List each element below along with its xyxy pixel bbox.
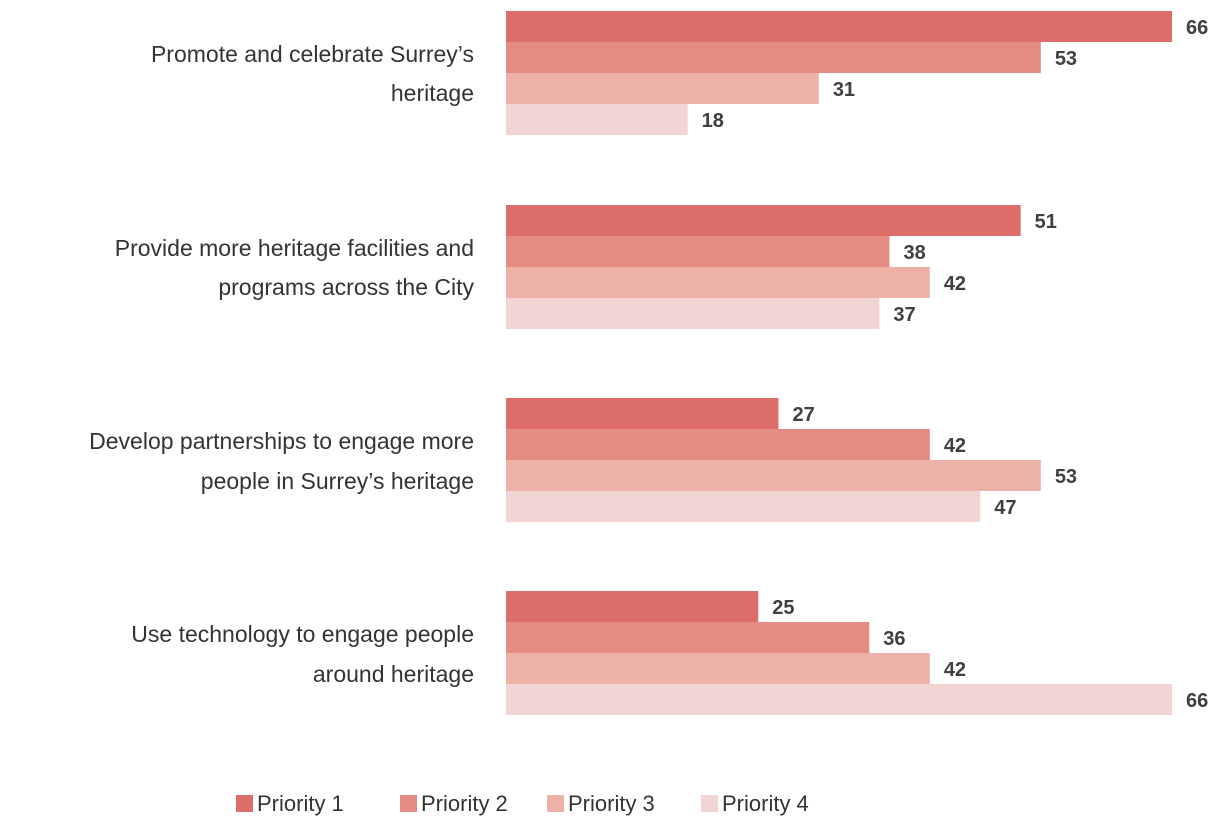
legend-swatch [236, 795, 253, 812]
data-label: 31 [833, 79, 855, 101]
bar [506, 591, 759, 622]
bar [506, 622, 870, 653]
bars [506, 11, 1172, 715]
legend-swatch [701, 795, 718, 812]
bar [506, 653, 930, 684]
category-labels: Promote and celebrate Surrey’s heritage Pr… [89, 41, 474, 687]
category-label: Use technology to engage people [131, 621, 474, 647]
data-label: 42 [944, 273, 966, 295]
bar [506, 460, 1041, 491]
data-label: 42 [944, 659, 966, 681]
category-label: heritage [391, 80, 474, 106]
bar [506, 429, 930, 460]
bar [506, 73, 819, 104]
category-label: Provide more heritage facilities and [115, 235, 474, 261]
bar [506, 684, 1172, 715]
bar [506, 236, 890, 267]
bar [506, 267, 930, 298]
legend-swatch [547, 795, 564, 812]
data-label: 25 [772, 597, 794, 619]
bar [506, 398, 779, 429]
legend-item: Priority 2 [421, 791, 508, 816]
data-label: 27 [792, 404, 814, 426]
data-label: 38 [903, 242, 925, 264]
bar [506, 491, 981, 522]
legend-item: Priority 1 [257, 791, 344, 816]
data-label: 36 [883, 628, 905, 650]
bar [506, 11, 1172, 42]
data-label: 51 [1035, 211, 1057, 233]
data-label: 42 [944, 435, 966, 457]
data-label: 66 [1186, 690, 1208, 712]
data-label: 53 [1055, 48, 1077, 70]
legend: Priority 1 Priority 2 Priority 3 Priority 4 [236, 791, 809, 816]
legend-item: Priority 4 [722, 791, 809, 816]
data-label: 37 [893, 304, 915, 326]
legend-swatch [400, 795, 417, 812]
data-labels: 66 53 31 18 51 38 42 37 27 42 53 47 25 36 42 66 [702, 17, 1209, 712]
data-label: 18 [702, 110, 724, 132]
bar [506, 205, 1021, 236]
data-label: 47 [994, 497, 1016, 519]
bar [506, 42, 1041, 73]
bar [506, 298, 880, 329]
data-label: 53 [1055, 466, 1077, 488]
data-label: 66 [1186, 17, 1208, 39]
category-label: around heritage [313, 661, 474, 687]
legend-item: Priority 3 [568, 791, 655, 816]
category-label: Promote and celebrate Surrey’s [151, 41, 474, 67]
category-label: Develop partnerships to engage more [89, 428, 474, 454]
bar [506, 104, 688, 135]
category-label: people in Surrey’s heritage [201, 468, 474, 494]
category-label: programs across the City [218, 274, 474, 300]
